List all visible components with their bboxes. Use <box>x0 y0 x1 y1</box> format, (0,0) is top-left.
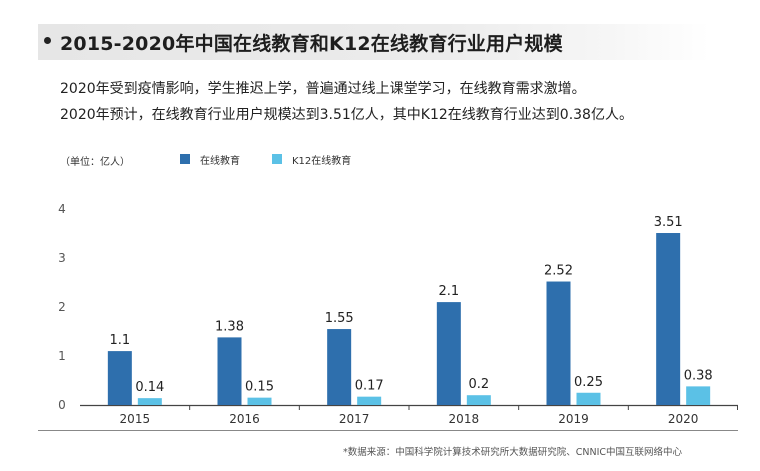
legend-swatch-k12-online-education <box>272 154 282 164</box>
source-note: *数据来源：中国科学院计算技术研究所大数据研究院、CNNIC中国互联网络中心 <box>343 447 683 458</box>
title-bullet <box>44 37 51 44</box>
data-label-k12-online-education: 0.38 <box>684 368 713 383</box>
bar-k12-online-education <box>357 396 382 405</box>
data-label-online-education: 2.52 <box>544 264 573 279</box>
data-label-online-education: 3.51 <box>654 215 683 230</box>
x-tick-label: 2018 <box>449 412 480 426</box>
data-label-k12-online-education: 0.25 <box>574 375 603 390</box>
bar-online-education <box>546 281 571 405</box>
title-bar <box>38 24 710 60</box>
y-tick-label: 1 <box>58 349 66 363</box>
bar-k12-online-education <box>247 397 272 405</box>
bar-online-education <box>656 233 681 405</box>
legend-item-k12-online-education: K12在线教育 <box>272 152 352 167</box>
bar-k12-online-education <box>686 386 711 405</box>
bar-online-education <box>327 329 352 405</box>
bar-k12-online-education <box>137 398 162 405</box>
data-label-k12-online-education: 0.15 <box>245 380 274 395</box>
y-tick-label: 4 <box>58 202 66 216</box>
legend-item-online-education: 在线教育 <box>180 152 240 167</box>
x-tick-label: 2016 <box>229 412 260 426</box>
unit-label: （单位：亿人） <box>60 157 130 168</box>
x-tick-label: 2019 <box>558 412 589 426</box>
bar-online-education <box>436 302 461 405</box>
bar-k12-online-education <box>576 392 601 405</box>
x-tick-label: 2015 <box>120 412 151 426</box>
data-label-k12-online-education: 0.14 <box>135 380 164 395</box>
y-tick-label: 0 <box>58 398 66 412</box>
data-label-k12-online-education: 0.2 <box>468 377 489 392</box>
legend-label-k12-online-education: K12在线教育 <box>292 155 352 167</box>
x-tick-label: 2020 <box>668 412 699 426</box>
data-label-online-education: 1.38 <box>215 319 244 334</box>
bar-online-education <box>217 337 242 405</box>
data-label-online-education: 1.1 <box>109 333 130 348</box>
bar-k12-online-education <box>466 395 491 405</box>
x-tick-label: 2017 <box>339 412 370 426</box>
description-line-2: 2020年预计，在线教育行业用户规模达到3.51亿人，其中K12在线教育行业达到… <box>60 107 633 123</box>
y-tick-label: 2 <box>58 300 66 314</box>
y-tick-label: 3 <box>58 251 66 265</box>
page-title: 2015-2020年中国在线教育和K12在线教育行业用户规模 <box>60 33 563 55</box>
description-line-1: 2020年受到疫情影响，学生推迟上学，普遍通过线上课堂学习，在线教育需求激增。 <box>60 81 586 97</box>
data-label-k12-online-education: 0.17 <box>355 379 384 394</box>
bar-online-education <box>107 351 132 405</box>
legend-swatch-online-education <box>180 154 190 164</box>
legend-label-online-education: 在线教育 <box>200 155 240 167</box>
data-label-online-education: 2.1 <box>438 284 459 299</box>
data-label-online-education: 1.55 <box>325 311 354 326</box>
